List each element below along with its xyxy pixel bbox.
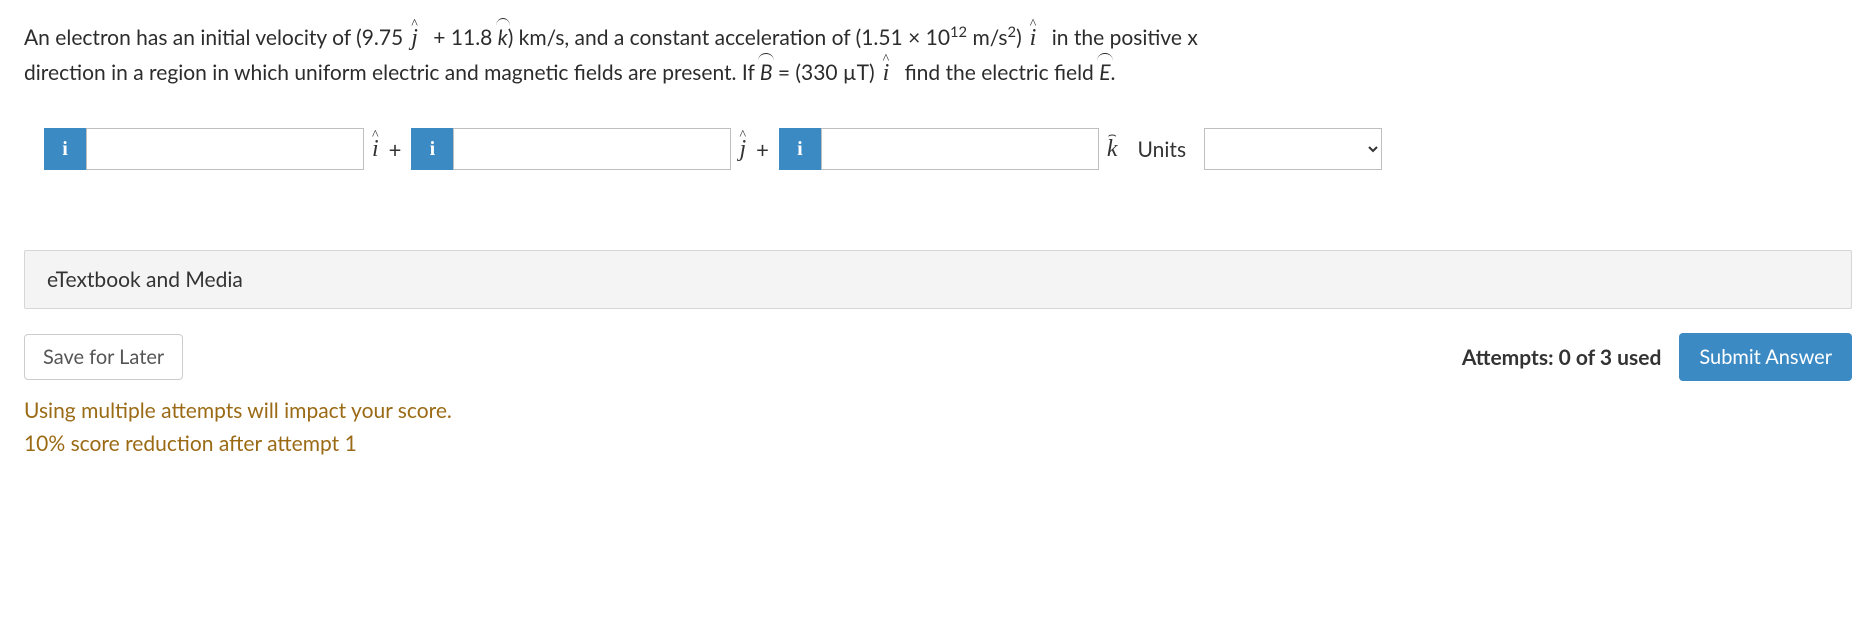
save-for-later-button[interactable]: Save for Later (24, 334, 183, 380)
k-hat-label: ⌢k (1107, 137, 1118, 161)
i-hat-label: ^i (372, 137, 379, 161)
action-row: Save for Later Attempts: 0 of 3 used Sub… (24, 333, 1852, 381)
submit-answer-button[interactable]: Submit Answer (1679, 333, 1852, 381)
k-component-input[interactable] (821, 128, 1099, 170)
units-select[interactable] (1204, 128, 1382, 170)
attempts-text: Attempts: 0 of 3 used (1462, 345, 1662, 370)
info-icon[interactable]: i (411, 128, 453, 170)
i-component-input[interactable] (86, 128, 364, 170)
warning-text: Using multiple attempts will impact your… (24, 395, 1852, 460)
etextbook-media-button[interactable]: eTextbook and Media (24, 250, 1852, 309)
question-text: An electron has an initial velocity of (… (24, 20, 1852, 90)
plus-1: + (389, 136, 402, 163)
plus-2: + (756, 136, 769, 163)
j-hat-label: ^j (739, 137, 746, 161)
info-icon[interactable]: i (779, 128, 821, 170)
j-component-input[interactable] (453, 128, 731, 170)
info-icon[interactable]: i (44, 128, 86, 170)
units-label: Units (1138, 137, 1187, 162)
answer-row: i ^i + i ^j + i ⌢k Units (44, 128, 1852, 170)
